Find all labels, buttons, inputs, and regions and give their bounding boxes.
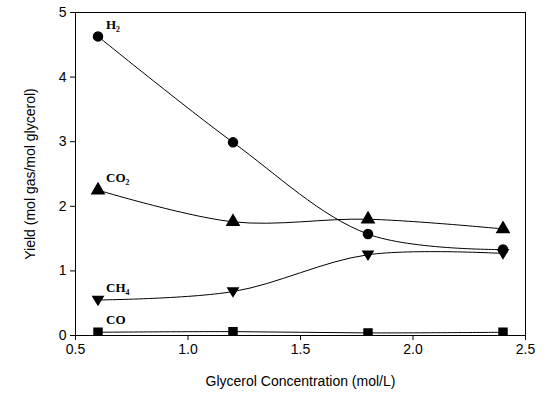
svg-text:1: 1 — [59, 262, 67, 278]
svg-text:5: 5 — [59, 4, 67, 20]
svg-text:CH₄: CH₄ — [106, 280, 130, 295]
svg-text:1.5: 1.5 — [291, 341, 311, 357]
svg-text:Yield (mol gas/mol glycerol): Yield (mol gas/mol glycerol) — [22, 88, 38, 259]
svg-text:CO₂: CO₂ — [106, 170, 130, 185]
svg-text:0: 0 — [59, 327, 67, 343]
svg-text:2: 2 — [59, 198, 67, 214]
svg-text:Glycerol Concentration (mol/L): Glycerol Concentration (mol/L) — [206, 373, 396, 389]
svg-text:2.5: 2.5 — [516, 341, 536, 357]
svg-text:3: 3 — [59, 133, 67, 149]
svg-text:1.0: 1.0 — [178, 341, 198, 357]
svg-text:0.5: 0.5 — [66, 341, 86, 357]
svg-text:4: 4 — [59, 69, 67, 85]
svg-text:CO: CO — [106, 312, 126, 327]
svg-text:H₂: H₂ — [106, 17, 120, 32]
svg-text:2.0: 2.0 — [403, 341, 423, 357]
